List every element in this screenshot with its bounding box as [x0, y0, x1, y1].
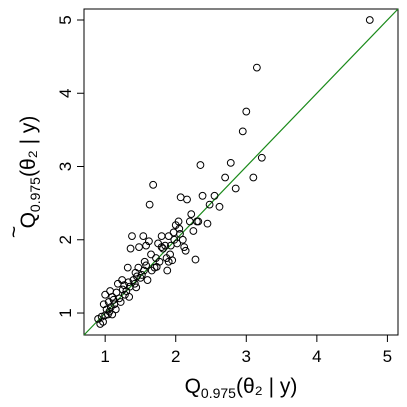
data-point-82 — [242, 107, 251, 116]
x-tick-label-4: 4 — [312, 347, 321, 366]
y-tick-label-2: 2 — [56, 235, 75, 244]
x-tick-label-2: 2 — [171, 347, 180, 366]
data-point-26 — [128, 232, 136, 241]
data-point-22 — [123, 263, 132, 272]
data-point-48 — [157, 243, 166, 251]
data-point-74 — [203, 219, 212, 228]
data-point-90 — [132, 283, 141, 292]
data-point-52 — [163, 266, 172, 275]
data-point-38 — [142, 261, 150, 270]
y-tick-label-3: 3 — [56, 162, 75, 171]
y-axis-title-tilde: ~ — [3, 226, 26, 238]
data-point-41 — [145, 200, 154, 209]
data-point-71 — [194, 217, 203, 226]
x-tick-label-3: 3 — [242, 347, 251, 366]
data-point-87 — [101, 290, 110, 299]
data-point-39 — [143, 276, 152, 284]
y-tick-label-group-4: 4 — [56, 89, 75, 98]
data-point-89 — [118, 276, 127, 284]
x-axis-title: Q0.975(θ₂ | y) — [185, 375, 298, 401]
data-point-55 — [168, 256, 177, 265]
data-point-16 — [115, 294, 124, 303]
data-point-34 — [137, 271, 146, 279]
data-point-42 — [147, 250, 155, 259]
data-point-100 — [152, 262, 161, 271]
data-point-84 — [252, 63, 261, 72]
data-point-81 — [238, 127, 247, 136]
y-tick-label-group-5: 5 — [56, 15, 75, 24]
data-point-11 — [109, 295, 118, 304]
data-point-101 — [164, 257, 173, 266]
data-point-76 — [210, 191, 219, 200]
data-point-78 — [221, 173, 230, 182]
y-tick-label-group-2: 2 — [56, 235, 75, 244]
x-tick-label-5: 5 — [383, 347, 392, 366]
data-point-73 — [198, 191, 207, 200]
y-tick-label-5: 5 — [56, 15, 75, 24]
data-point-43 — [149, 180, 158, 189]
data-point-93 — [157, 232, 166, 241]
data-point-94 — [166, 241, 175, 250]
data-point-91 — [142, 241, 150, 250]
data-point-25 — [126, 244, 135, 253]
data-point-68 — [189, 227, 198, 235]
data-point-66 — [183, 195, 191, 204]
data-point-17 — [116, 298, 125, 306]
data-point-37 — [140, 257, 149, 266]
data-point-88 — [108, 310, 117, 319]
data-point-79 — [226, 158, 235, 167]
data-point-20 — [121, 290, 129, 299]
data-point-77 — [215, 202, 224, 211]
data-point-98 — [106, 287, 115, 295]
data-point-85 — [257, 153, 266, 162]
data-point-80 — [231, 184, 240, 193]
data-point-69 — [191, 255, 200, 264]
data-point-50 — [161, 241, 170, 250]
data-point-28 — [130, 279, 139, 288]
y-tick-label-1: 1 — [56, 308, 75, 317]
data-point-18 — [118, 285, 127, 294]
data-point-65 — [181, 246, 190, 255]
y-axis-title: Q0.975(θ₂ | y) — [17, 116, 43, 229]
data-point-83 — [249, 173, 258, 182]
data-point-92 — [147, 266, 156, 275]
data-point-72 — [196, 161, 205, 169]
data-point-32 — [135, 243, 143, 251]
y-tick-label-4: 4 — [56, 89, 75, 98]
data-point-36 — [140, 266, 148, 275]
data-point-30 — [133, 272, 141, 281]
y-tick-label-group-1: 1 — [56, 308, 75, 317]
data-point-13 — [111, 305, 120, 314]
data-point-64 — [180, 243, 189, 251]
data-point-60 — [174, 217, 183, 226]
data-point-35 — [139, 232, 148, 241]
x-tick-label-1: 1 — [100, 347, 109, 366]
data-point-99 — [125, 293, 134, 301]
data-point-86 — [365, 16, 374, 24]
y-tick-label-group-3: 3 — [56, 162, 75, 171]
data-point-95 — [176, 230, 184, 238]
data-point-61 — [175, 224, 184, 233]
data-point-97 — [94, 314, 103, 323]
data-point-75 — [205, 200, 214, 209]
data-point-96 — [187, 210, 196, 219]
